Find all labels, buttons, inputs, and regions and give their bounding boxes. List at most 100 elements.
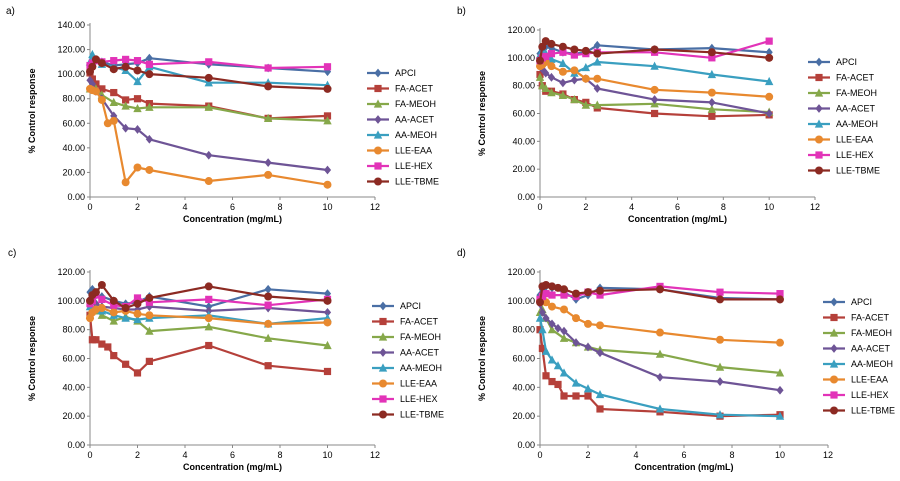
data-point [109, 316, 118, 325]
data-point [707, 69, 717, 79]
data-point [110, 301, 118, 309]
x-tick-label: 4 [633, 450, 638, 460]
y-tick-label: 100.00 [507, 296, 535, 306]
data-point [98, 85, 106, 93]
data-point [547, 325, 557, 334]
panel-d: d) 0.00 20.00 40.00 60.00 80.00 100.00 120.00 0 2… [457, 248, 895, 472]
x-tick-label: 8 [277, 450, 282, 460]
data-point [656, 372, 664, 382]
data-point [581, 46, 590, 55]
legend: APCI FA-ACET FA-MEOH AA-ACET AA-MEOH LLE-EAA L… [367, 68, 439, 187]
data-point [764, 76, 774, 86]
data-point [570, 45, 579, 54]
data-point [121, 62, 130, 71]
data-point [323, 180, 332, 189]
legend-label: FA-ACET [395, 84, 434, 94]
series-aa-acet [86, 75, 332, 175]
data-point [323, 63, 332, 71]
data-point [109, 308, 118, 317]
legend-label: LLE-TBME [851, 406, 895, 416]
legend-label: FA-MEOH [836, 88, 877, 98]
data-point [548, 377, 556, 386]
data-point [571, 378, 581, 387]
data-point [584, 319, 592, 328]
data-point [572, 338, 580, 348]
data-point [560, 392, 568, 400]
data-point [542, 68, 550, 78]
data-point [547, 72, 556, 82]
data-point [145, 293, 154, 302]
data-point [584, 288, 592, 297]
legend-marker [830, 375, 838, 384]
data-point [97, 304, 106, 313]
data-point [708, 97, 716, 107]
legend-marker [373, 99, 383, 108]
legend-marker [814, 119, 824, 128]
legend-label: LLE-EAA [836, 135, 873, 145]
data-point [560, 291, 568, 299]
data-point [716, 335, 724, 344]
data-point [535, 72, 545, 81]
data-point [133, 294, 142, 302]
x-tick-label: 10 [322, 450, 332, 460]
data-point [205, 150, 213, 160]
data-point [204, 322, 213, 331]
data-point [560, 326, 568, 336]
legend-marker [374, 177, 382, 186]
legend-marker [378, 332, 388, 341]
data-point [596, 405, 604, 413]
data-point [145, 298, 153, 306]
legend-marker [815, 151, 823, 159]
legend-label: FA-ACET [851, 313, 890, 323]
data-point [133, 369, 142, 377]
legend-marker [374, 162, 382, 170]
data-point [553, 361, 563, 370]
data-point [264, 362, 272, 370]
x-tick-label: 12 [370, 202, 380, 212]
data-point [109, 296, 118, 305]
data-point [109, 65, 118, 74]
y-tick-label: 120.00 [507, 267, 535, 277]
legend-label: APCI [851, 297, 872, 307]
data-point [204, 177, 213, 186]
legend-label: AA-ACET [395, 115, 435, 125]
data-point [204, 314, 213, 323]
panel-label: a) [6, 6, 15, 17]
data-point [536, 56, 544, 65]
data-point [204, 282, 213, 291]
x-tick-label: 8 [729, 450, 734, 460]
y-tick-label: 40.00 [62, 382, 85, 392]
y-tick-label: 40.00 [512, 382, 535, 392]
y-tick-label: 120.00 [507, 25, 535, 35]
x-tick-label: 12 [370, 450, 380, 460]
data-point [145, 326, 154, 335]
data-point [572, 289, 580, 298]
legend-marker [379, 348, 387, 357]
legend-label: AA-ACET [836, 104, 876, 114]
data-point [121, 313, 130, 322]
y-tick-label: 60.00 [512, 354, 535, 364]
legend-marker [374, 146, 382, 155]
x-axis-label: Concentration (mg/mL) [635, 462, 734, 472]
legend: APCI FA-ACET FA-MEOH AA-ACET AA-MEOH LLE-EAA L… [372, 301, 444, 420]
x-tick-label: 2 [583, 202, 588, 212]
data-point [538, 325, 547, 334]
x-tick-label: 0 [87, 202, 92, 212]
data-point [583, 384, 593, 393]
data-point [133, 125, 142, 134]
y-tick-label: 0.00 [517, 440, 535, 450]
panel-c: c) 0.00 20.00 40.00 60.00 80.00 100.00 120.00 0 2… [8, 248, 444, 472]
y-tick-label: 40.00 [62, 143, 85, 153]
data-point [145, 165, 154, 174]
data-point [88, 284, 96, 294]
data-point [570, 94, 579, 104]
data-point [97, 310, 107, 319]
data-point [133, 95, 142, 103]
data-point [121, 178, 130, 187]
data-point [656, 328, 664, 337]
series-fa-acet [86, 311, 332, 377]
x-tick-label: 4 [629, 202, 634, 212]
data-point [91, 55, 100, 64]
data-point [122, 360, 130, 368]
legend-label: LLE-EAA [400, 379, 437, 389]
